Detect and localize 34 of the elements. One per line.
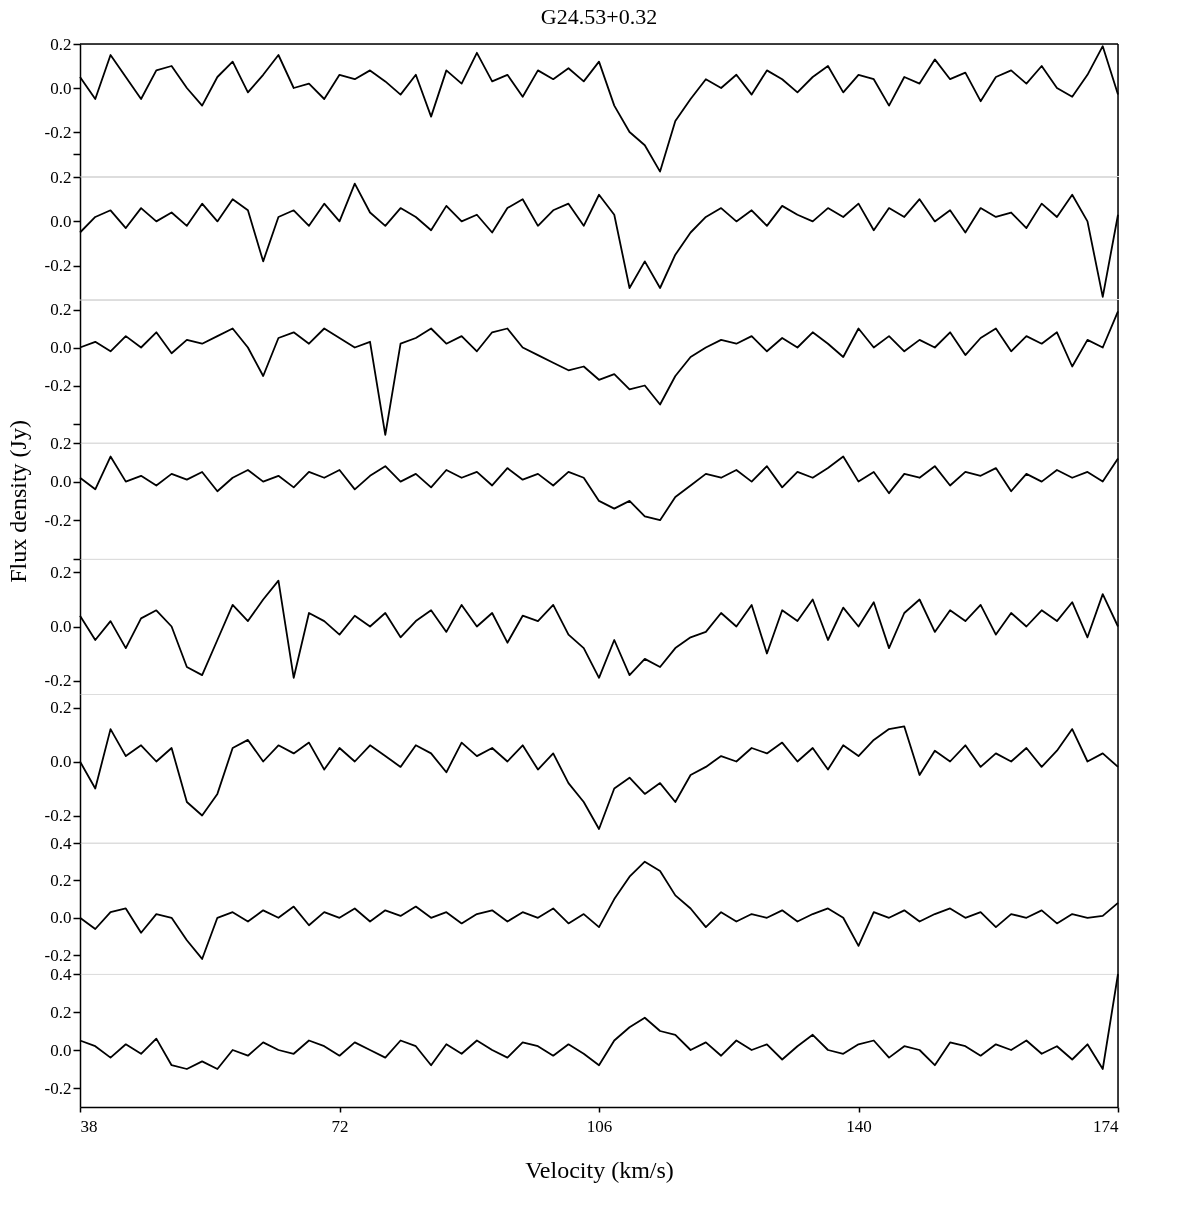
y-tick-label: 0.0 xyxy=(50,617,72,636)
y-tick-label: -0.2 xyxy=(44,256,72,276)
y-axis-title: Flux density (Jy) xyxy=(4,420,31,583)
x-tick-label: 140 xyxy=(846,1116,872,1136)
y-tick-label: 0.0 xyxy=(50,1040,72,1060)
y-tick-label: 0.2 xyxy=(50,563,72,582)
y-tick-label: 0.2 xyxy=(50,1002,72,1022)
y-tick-label: 0.0 xyxy=(50,472,72,492)
y-tick-label: -0.2 xyxy=(44,510,72,530)
y-tick-label: -0.2 xyxy=(44,806,72,825)
y-tick-label: 0.4 xyxy=(50,833,72,853)
x-tick-label: 174 xyxy=(1093,1116,1119,1136)
y-tick-label: -0.2 xyxy=(44,122,72,142)
y-tick-label: -0.2 xyxy=(44,376,72,395)
x-tick-label: 38 xyxy=(80,1116,98,1136)
y-tick-label: 0.2 xyxy=(50,698,72,717)
y-tick-label: 0.0 xyxy=(50,211,72,231)
x-tick-label: 106 xyxy=(586,1116,613,1136)
y-tick-label: -0.2 xyxy=(44,1078,72,1098)
x-tick-label: 72 xyxy=(331,1116,349,1136)
y-tick-label: 0.0 xyxy=(50,752,72,771)
y-tick-label: 0.0 xyxy=(50,908,72,928)
y-tick-label: 0.2 xyxy=(50,870,72,890)
y-tick-label: 0.4 xyxy=(50,964,72,984)
y-tick-label: 0.2 xyxy=(50,433,72,453)
chart-title: G24.53+0.32 xyxy=(540,4,658,29)
y-tick-label: 0.2 xyxy=(50,300,72,319)
y-tick-label: -0.2 xyxy=(44,671,72,690)
y-tick-label: -0.2 xyxy=(44,945,72,965)
y-tick-label: 0.0 xyxy=(50,338,72,357)
y-tick-label: 0.2 xyxy=(50,167,72,187)
y-tick-label: 0.2 xyxy=(50,34,72,54)
x-axis-title: Velocity (km/s) xyxy=(525,1156,674,1183)
y-tick-label: 0.0 xyxy=(50,78,72,98)
